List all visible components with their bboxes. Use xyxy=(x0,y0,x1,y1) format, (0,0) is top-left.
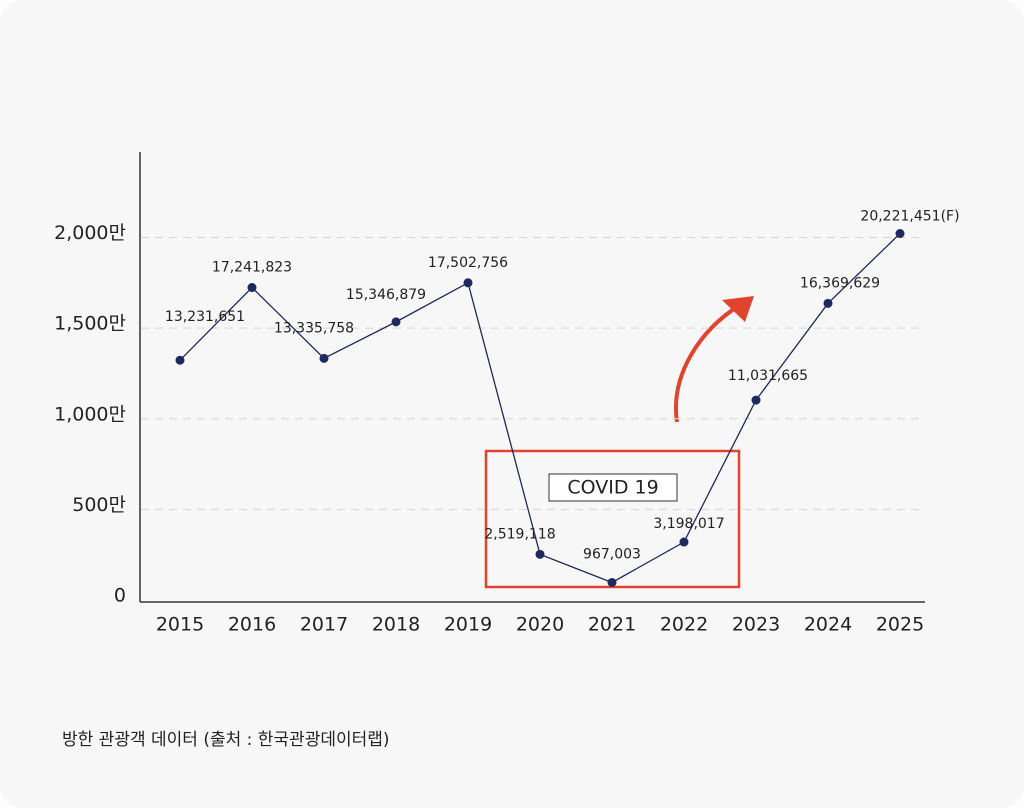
value-label: 2,519,118 xyxy=(484,526,555,542)
value-label: 20,221,451(F) xyxy=(860,209,959,225)
value-label: 17,241,823 xyxy=(212,260,292,276)
point xyxy=(319,353,329,363)
point xyxy=(895,229,905,239)
value-label: 11,031,665 xyxy=(728,368,808,384)
point xyxy=(247,283,257,293)
annotation: COVID 19 xyxy=(567,477,658,499)
value-label: 13,231,651 xyxy=(165,309,245,325)
y-tick-label: 500만 xyxy=(72,494,126,516)
annotation-box xyxy=(548,473,678,502)
covid-box xyxy=(484,449,741,589)
value-label: 17,502,756 xyxy=(428,255,508,271)
value-label: 3,198,017 xyxy=(653,516,724,532)
y-tick-label: 2,000만 xyxy=(54,222,126,244)
x-tick-label: 2017 xyxy=(300,614,348,636)
x-tick-label: 2016 xyxy=(228,614,276,636)
source: 방한 관광객 데이터 (출처 : 한국관광데이터랩) xyxy=(62,730,390,750)
point xyxy=(607,577,617,587)
y-tick-label: 0 xyxy=(114,585,126,607)
x-tick-label: 2021 xyxy=(588,614,636,636)
point xyxy=(823,298,833,308)
point xyxy=(175,355,185,365)
point xyxy=(679,537,689,547)
x-tick-label: 2018 xyxy=(372,614,420,636)
y-tick-label: 1,500만 xyxy=(54,313,126,335)
arrow xyxy=(674,303,742,423)
arrow-head xyxy=(722,296,754,322)
point xyxy=(391,317,401,327)
value-label: 16,369,629 xyxy=(800,275,880,291)
y-tick-label: 1,000만 xyxy=(54,403,126,425)
x-tick-label: 2015 xyxy=(156,614,204,636)
x-tick-label: 2025 xyxy=(876,614,924,636)
x-tick-label: 2023 xyxy=(732,614,780,636)
x-tick-label: 2019 xyxy=(444,614,492,636)
x-tick-label: 2022 xyxy=(660,614,708,636)
point xyxy=(535,549,545,559)
x-tick-label: 2024 xyxy=(804,614,852,636)
point xyxy=(463,278,473,288)
value-label: 15,346,879 xyxy=(346,287,426,303)
value-label: 967,003 xyxy=(583,546,641,562)
x-tick-label: 2020 xyxy=(516,614,564,636)
point xyxy=(751,395,761,405)
value-label: 13,335,758 xyxy=(274,320,354,336)
